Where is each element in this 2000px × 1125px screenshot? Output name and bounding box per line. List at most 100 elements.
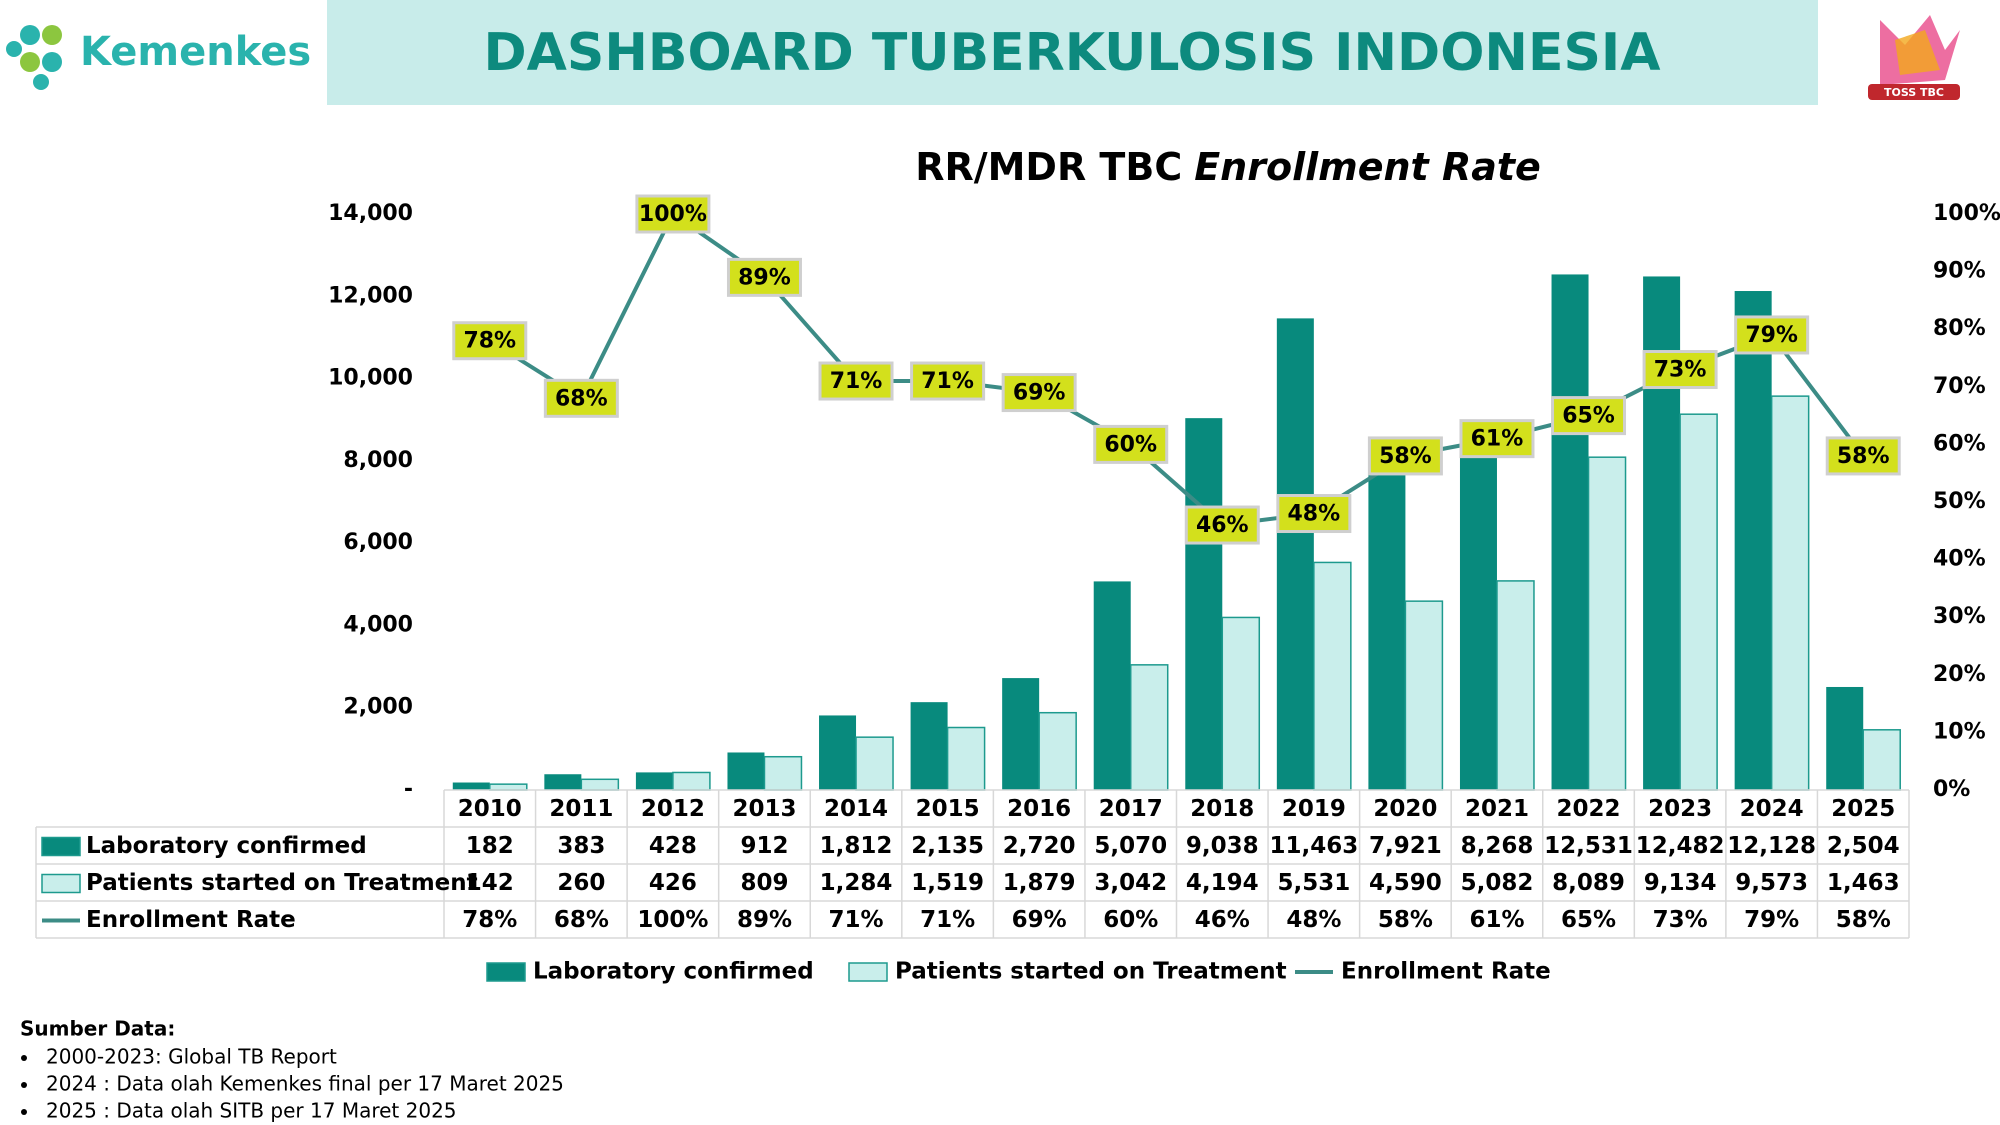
- table-cell: 60%: [1103, 907, 1158, 933]
- y2-tick-label: 100%: [1933, 201, 2000, 226]
- table-cell: 1,812: [820, 833, 893, 859]
- bar: [452, 782, 490, 790]
- table-cell: 428: [649, 833, 697, 859]
- table-cell: 142: [466, 870, 514, 896]
- x-tick-label: 2022: [1557, 796, 1621, 822]
- rate-line: [488, 211, 1865, 528]
- x-tick-label: 2020: [1373, 796, 1437, 822]
- y-tick-label: 4,000: [343, 612, 413, 637]
- table-cell: 383: [557, 833, 605, 859]
- x-tick-label: 2019: [1282, 796, 1346, 822]
- table-cell: 912: [740, 833, 788, 859]
- bullet: [21, 1082, 27, 1088]
- x-tick-label: 2021: [1465, 796, 1529, 822]
- table-cell: 9,134: [1644, 870, 1717, 896]
- rate-label: 78%: [463, 329, 516, 354]
- table-cell: 1,519: [911, 870, 984, 896]
- rate-label-box: [1367, 436, 1443, 476]
- bar: [1734, 291, 1772, 790]
- x-tick-label: 2017: [1099, 796, 1163, 822]
- bar: [1770, 395, 1810, 791]
- y2-tick-label: 90%: [1933, 259, 1986, 284]
- table-cell: 3,042: [1094, 870, 1167, 896]
- bar: [727, 752, 765, 790]
- chart-title: RR/MDR TBC Enrollment Rate: [915, 145, 1541, 189]
- rate-label: 60%: [1104, 432, 1157, 457]
- rate-label-box: [726, 257, 802, 297]
- bar: [855, 736, 894, 791]
- bar: [946, 726, 986, 791]
- table-cell: 12,128: [1727, 833, 1816, 859]
- table-cell: 11,463: [1269, 833, 1358, 859]
- x-tick-label: 2014: [824, 796, 888, 822]
- table-cell: 2,135: [911, 833, 984, 859]
- table-cell: 58%: [1836, 907, 1891, 933]
- bar: [1313, 561, 1352, 791]
- rate-label: 61%: [1471, 427, 1524, 452]
- table-cell: 2,720: [1003, 833, 1076, 859]
- bar: [1129, 664, 1169, 791]
- table-cell: 65%: [1561, 907, 1616, 933]
- bar: [580, 778, 620, 791]
- rate-label-box: [1184, 505, 1260, 545]
- bar: [1679, 413, 1718, 791]
- rate-label-box: [1093, 424, 1169, 464]
- table-cell: 68%: [554, 907, 609, 933]
- source-item: 2025 : Data olah SITB per 17 Maret 2025: [46, 1099, 457, 1123]
- y2-tick-label: 80%: [1933, 316, 1986, 341]
- rate-label: 58%: [1379, 444, 1432, 469]
- table-cell: 12,531: [1544, 833, 1633, 859]
- x-tick-label: 2025: [1831, 796, 1895, 822]
- table-cell: 73%: [1653, 907, 1708, 933]
- legend-swatch: [41, 873, 81, 894]
- y-tick-label: 14,000: [328, 201, 413, 226]
- bar: [489, 783, 528, 791]
- dashboard-title: DASHBOARD TUBERKULOSIS INDONESIA: [483, 23, 1660, 83]
- bar: [1587, 456, 1627, 791]
- rate-label: 68%: [555, 386, 608, 411]
- legend-label: Enrollment Rate: [1341, 959, 1551, 985]
- logo-text: Kemenkes: [80, 29, 311, 75]
- table-cell: 1,463: [1827, 870, 1900, 896]
- table-cell: 182: [466, 833, 514, 859]
- bar: [1276, 318, 1314, 790]
- rate-label-box: [1734, 315, 1810, 355]
- table-cell: 100%: [637, 907, 708, 933]
- bar: [1459, 449, 1497, 790]
- x-tick-label: 2013: [732, 796, 796, 822]
- rate-label-box: [635, 194, 711, 234]
- badge-text: TOSS TBC: [1884, 86, 1944, 99]
- rate-label: 46%: [1196, 513, 1249, 538]
- bar: [1093, 581, 1131, 790]
- table-cell: 4,590: [1369, 870, 1442, 896]
- table-cell: 5,531: [1277, 870, 1350, 896]
- rate-label-box: [910, 361, 986, 401]
- x-tick-label: 2011: [549, 796, 613, 822]
- legend-swatch: [41, 836, 81, 857]
- legend-swatch: [486, 962, 526, 982]
- y-tick-label: 6,000: [343, 530, 413, 555]
- bar: [1221, 616, 1261, 791]
- rate-label: 65%: [1562, 404, 1615, 429]
- table-cell: 58%: [1378, 907, 1433, 933]
- y-tick-label: -: [404, 777, 413, 802]
- table-cell: 89%: [737, 907, 792, 933]
- bar: [819, 715, 857, 790]
- bar: [1496, 580, 1535, 791]
- rate-label-box: [452, 321, 528, 361]
- rate-label-box: [1551, 396, 1627, 436]
- rate-label: 48%: [1288, 502, 1341, 527]
- table-cell: 9,038: [1186, 833, 1259, 859]
- y2-tick-label: 60%: [1933, 431, 1986, 456]
- rate-label-box: [1276, 494, 1352, 534]
- table-cell: 7,921: [1369, 833, 1442, 859]
- table-cell: 426: [649, 870, 697, 896]
- rate-label: 100%: [639, 202, 707, 227]
- row-header: Laboratory confirmed: [86, 833, 367, 859]
- table-cell: 79%: [1744, 907, 1799, 933]
- rate-label: 69%: [1013, 381, 1066, 406]
- table-cell: 48%: [1286, 907, 1341, 933]
- rate-label: 71%: [830, 369, 883, 394]
- y-tick-label: 2,000: [343, 695, 413, 720]
